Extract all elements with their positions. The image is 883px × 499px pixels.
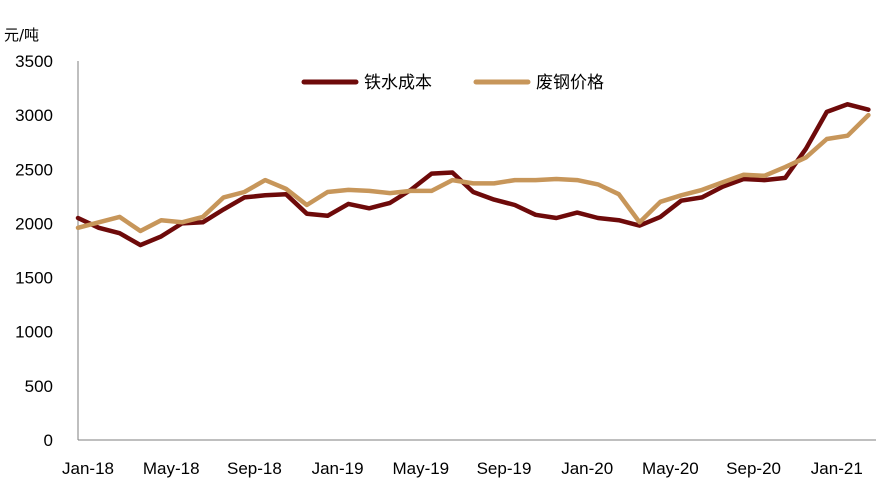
y-tick-label: 2500 xyxy=(15,160,53,179)
x-tick-label: Jan-20 xyxy=(561,459,613,478)
x-tick-label: May-18 xyxy=(143,459,200,478)
y-tick-label: 500 xyxy=(25,377,53,396)
axes xyxy=(77,61,876,441)
y-tick-label: 1000 xyxy=(15,323,53,342)
legend-label: 铁水成本 xyxy=(364,73,432,93)
y-tick-label: 3000 xyxy=(15,106,53,125)
x-tick-label: Sep-18 xyxy=(227,459,282,478)
y-tick-label: 0 xyxy=(44,431,53,450)
series-line-1 xyxy=(75,102,871,248)
x-tick-label: Jan-19 xyxy=(312,459,364,478)
x-axis-ticks: Jan-18 May-18 Sep-18 Jan-19 May-19 Sep-19 Jan-… xyxy=(62,459,863,478)
y-tick-label: 2000 xyxy=(15,214,53,233)
x-tick-label: Jan-18 xyxy=(62,459,114,478)
x-tick-label: May-20 xyxy=(642,459,699,478)
y-tick-label: 3500 xyxy=(15,52,53,71)
y-tick-label: 1500 xyxy=(15,269,53,288)
legend: 铁水成本 废钢价格 xyxy=(301,73,604,93)
x-tick-label: Jan-21 xyxy=(811,459,863,478)
x-tick-label: May-19 xyxy=(392,459,449,478)
y-axis-ticks: 0 500 1000 1500 2000 2500 3000 3500 xyxy=(15,52,53,450)
legend-label: 废钢价格 xyxy=(536,73,604,93)
x-tick-label: Sep-19 xyxy=(477,459,532,478)
x-tick-label: Sep-20 xyxy=(726,459,781,478)
series-lines xyxy=(75,102,871,248)
y-axis-unit-label: 元/吨 xyxy=(4,26,39,44)
series-line-2 xyxy=(75,112,871,234)
